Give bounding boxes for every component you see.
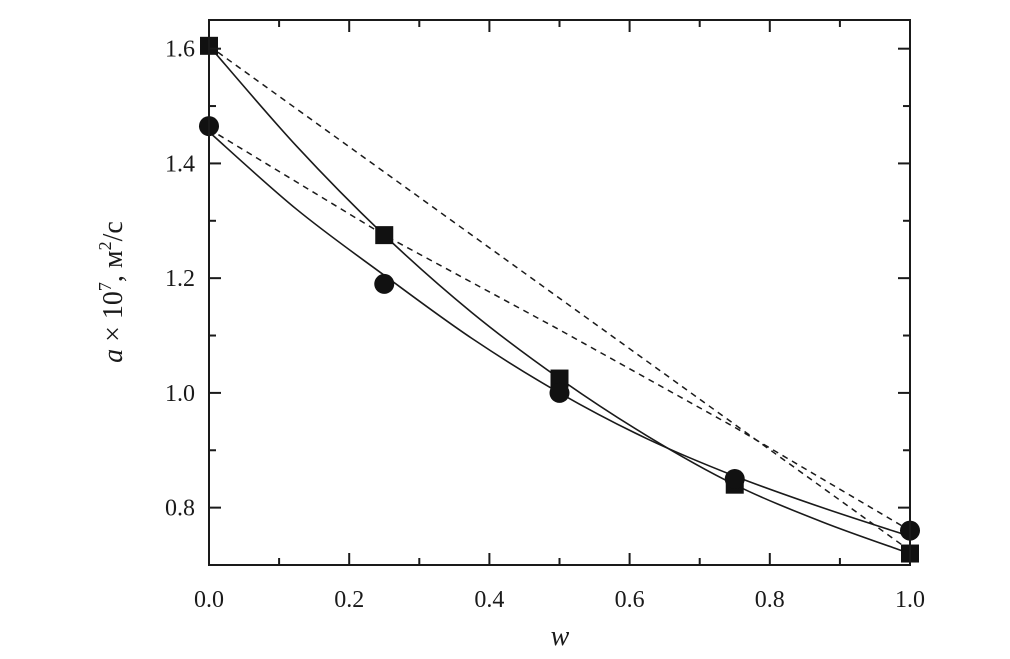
series-line-0 xyxy=(208,45,911,555)
x-tick-label: 0.0 xyxy=(194,587,224,613)
circle-marker xyxy=(549,382,570,403)
y-axis-title: a × 107, м2/c xyxy=(95,221,129,363)
series-line-3 xyxy=(208,128,911,532)
square-marker xyxy=(375,226,394,245)
circle-marker xyxy=(374,273,395,294)
y-tick-label: 1.0 xyxy=(165,381,195,407)
x-tick-label: 0.2 xyxy=(334,587,364,613)
y-tick-label: 1.4 xyxy=(165,151,195,177)
square-marker xyxy=(550,369,569,388)
y-tick-label: 1.6 xyxy=(165,37,195,63)
series-layer xyxy=(208,45,911,555)
tick-layer xyxy=(208,20,911,566)
x-tick-label: 0.8 xyxy=(755,587,785,613)
y-tick-label: 0.8 xyxy=(165,496,195,522)
plot-frame xyxy=(208,19,911,566)
x-tick-label: 0.6 xyxy=(615,587,645,613)
x-tick-label: 1.0 xyxy=(895,587,925,613)
marker-layer xyxy=(199,36,920,563)
circle-marker xyxy=(724,468,745,489)
x-axis-title: w xyxy=(551,621,570,652)
x-tick-label: 0.4 xyxy=(474,587,504,613)
y-tick-label: 1.2 xyxy=(165,266,195,292)
series-line-2 xyxy=(208,45,911,552)
tick-label-layer: 0.0 0.2 0.4 0.6 0.8 1.0 0.8 1.0 1.2 1.4 1.6 xyxy=(165,37,925,613)
